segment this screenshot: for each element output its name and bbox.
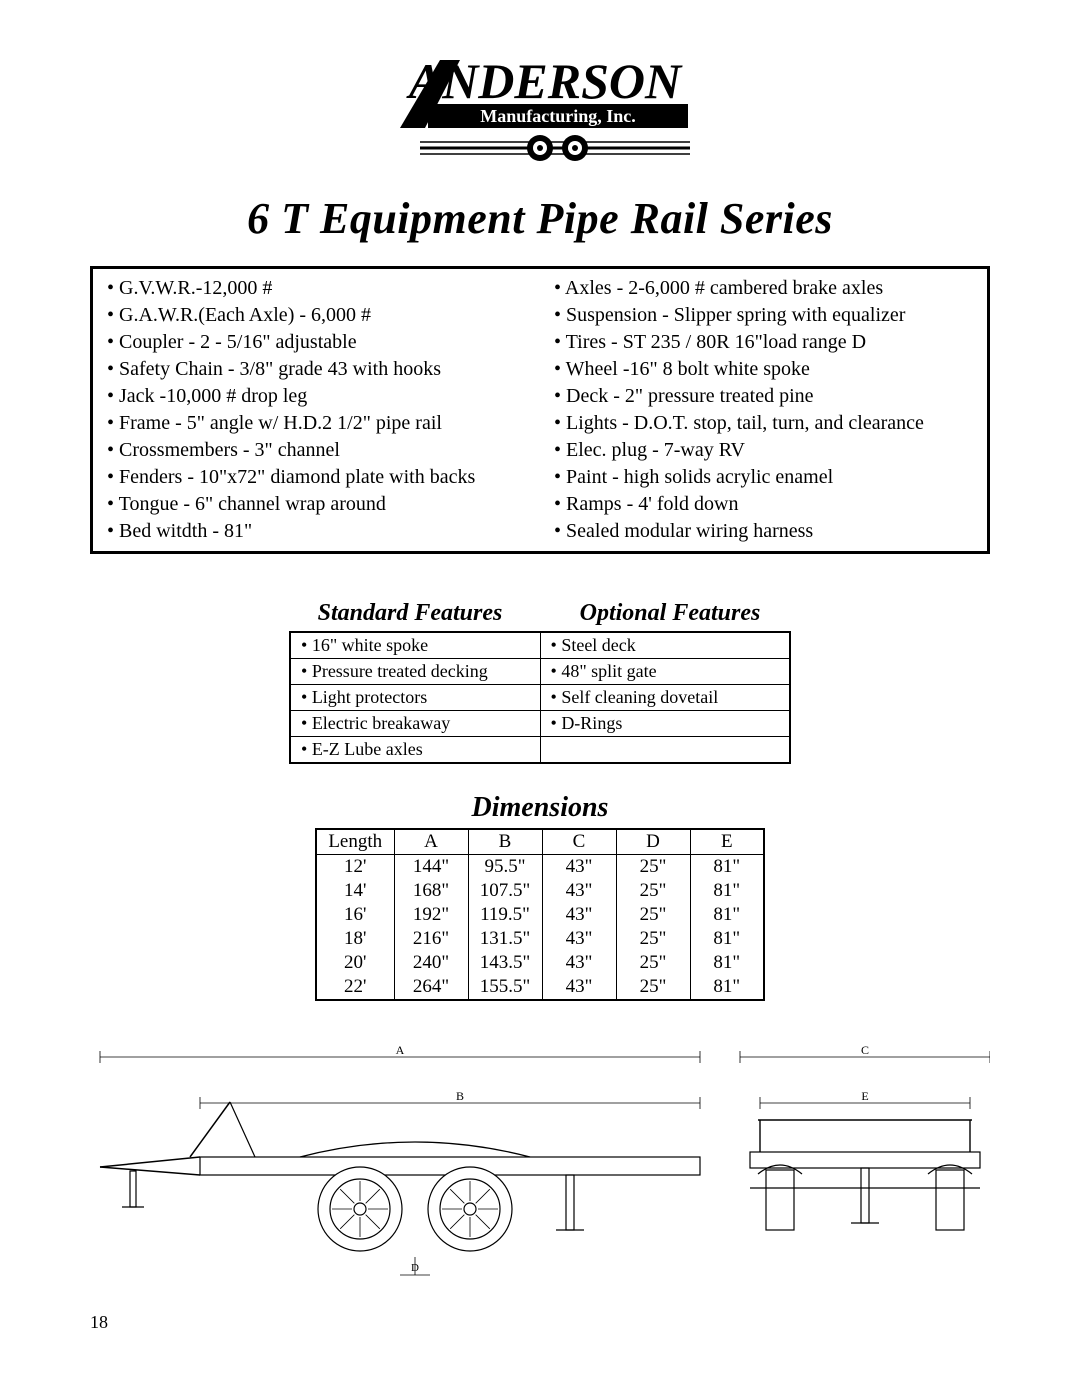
dim-cell: 240": [394, 951, 468, 975]
dim-cell: 155.5": [468, 975, 542, 1000]
features-section: Standard Features Optional Features 16" …: [90, 600, 990, 764]
dim-column-header: B: [468, 829, 542, 855]
dim-cell: 20': [316, 951, 394, 975]
specifications-box: G.V.W.R.-12,000 #G.A.W.R.(Each Axle) - 6…: [90, 266, 990, 554]
svg-text:C: C: [861, 1043, 869, 1057]
svg-text:D: D: [411, 1262, 419, 1274]
optional-feature-cell: Steel deck: [540, 632, 790, 659]
spec-item: Jack -10,000 # drop leg: [107, 383, 528, 410]
spec-item: G.A.W.R.(Each Axle) - 6,000 #: [107, 302, 528, 329]
spec-item: Coupler - 2 - 5/16" adjustable: [107, 329, 528, 356]
spec-item: Wheel -16" 8 bolt white spoke: [554, 356, 975, 383]
dim-cell: 81": [690, 903, 764, 927]
dim-cell: 131.5": [468, 927, 542, 951]
dim-cell: 25": [616, 879, 690, 903]
dim-column-header: D: [616, 829, 690, 855]
dim-cell: 95.5": [468, 855, 542, 880]
dim-cell: 25": [616, 975, 690, 1000]
dim-cell: 43": [542, 927, 616, 951]
specs-column-right: Axles - 2-6,000 # cambered brake axlesSu…: [540, 269, 987, 551]
spec-item: Tongue - 6" channel wrap around: [107, 491, 528, 518]
optional-feature-cell: [540, 737, 790, 764]
spec-item: Paint - high solids acrylic enamel: [554, 464, 975, 491]
svg-text:B: B: [456, 1089, 464, 1103]
dim-cell: 143.5": [468, 951, 542, 975]
dim-cell: 22': [316, 975, 394, 1000]
spec-item: Sealed modular wiring harness: [554, 518, 975, 545]
dim-cell: 81": [690, 927, 764, 951]
optional-feature-cell: 48" split gate: [540, 659, 790, 685]
dim-cell: 81": [690, 879, 764, 903]
dim-cell: 43": [542, 975, 616, 1000]
dim-column-header: A: [394, 829, 468, 855]
spec-item: Safety Chain - 3/8" grade 43 with hooks: [107, 356, 528, 383]
standard-feature-cell: Light protectors: [290, 685, 540, 711]
dim-cell: 192": [394, 903, 468, 927]
dim-cell: 107.5": [468, 879, 542, 903]
spec-item: Suspension - Slipper spring with equaliz…: [554, 302, 975, 329]
dim-cell: 43": [542, 903, 616, 927]
standard-feature-cell: 16" white spoke: [290, 632, 540, 659]
spec-item: Fenders - 10"x72" diamond plate with bac…: [107, 464, 528, 491]
optional-features-header: Optional Features: [555, 600, 785, 627]
spec-item: Deck - 2" pressure treated pine: [554, 383, 975, 410]
dim-cell: 12': [316, 855, 394, 880]
dim-cell: 25": [616, 855, 690, 880]
dim-cell: 216": [394, 927, 468, 951]
standard-feature-cell: E-Z Lube axles: [290, 737, 540, 764]
dim-cell: 14': [316, 879, 394, 903]
dim-cell: 81": [690, 855, 764, 880]
dim-cell: 25": [616, 951, 690, 975]
company-logo: ANDERSON Manufacturing, Inc.: [90, 50, 990, 175]
dimensions-table: LengthABCDE12'144"95.5"43"25"81"14'168"1…: [315, 828, 765, 1001]
spec-item: Bed witdth - 81": [107, 518, 528, 545]
spec-item: Axles - 2-6,000 # cambered brake axles: [554, 275, 975, 302]
dim-cell: 144": [394, 855, 468, 880]
standard-feature-cell: Pressure treated decking: [290, 659, 540, 685]
dim-cell: 81": [690, 951, 764, 975]
dim-column-header: C: [542, 829, 616, 855]
spec-item: Lights - D.O.T. stop, tail, turn, and cl…: [554, 410, 975, 437]
optional-feature-cell: Self cleaning dovetail: [540, 685, 790, 711]
dim-cell: 81": [690, 975, 764, 1000]
trailer-diagram: A B D C E: [90, 1037, 990, 1297]
dim-column-header: Length: [316, 829, 394, 855]
dim-column-header: E: [690, 829, 764, 855]
spec-item: Frame - 5" angle w/ H.D.2 1/2" pipe rail: [107, 410, 528, 437]
dim-cell: 25": [616, 903, 690, 927]
dim-cell: 168": [394, 879, 468, 903]
spec-item: Tires - ST 235 / 80R 16"load range D: [554, 329, 975, 356]
page-title: 6 T Equipment Pipe Rail Series: [90, 193, 990, 244]
svg-text:A: A: [396, 1043, 405, 1057]
spec-item: Crossmembers - 3" channel: [107, 437, 528, 464]
spec-item: Elec. plug - 7-way RV: [554, 437, 975, 464]
dim-cell: 18': [316, 927, 394, 951]
standard-feature-cell: Electric breakaway: [290, 711, 540, 737]
dim-cell: 43": [542, 951, 616, 975]
logo-company-sub: Manufacturing, Inc.: [480, 106, 636, 126]
dim-cell: 264": [394, 975, 468, 1000]
specs-column-left: G.V.W.R.-12,000 #G.A.W.R.(Each Axle) - 6…: [93, 269, 540, 551]
dim-cell: 43": [542, 855, 616, 880]
svg-text:E: E: [861, 1089, 868, 1103]
dimensions-header: Dimensions: [90, 792, 990, 824]
dim-cell: 16': [316, 903, 394, 927]
features-table: 16" white spokeSteel deckPressure treate…: [289, 631, 791, 764]
optional-feature-cell: D-Rings: [540, 711, 790, 737]
standard-features-header: Standard Features: [295, 600, 525, 627]
dim-cell: 43": [542, 879, 616, 903]
spec-item: G.V.W.R.-12,000 #: [107, 275, 528, 302]
dim-cell: 25": [616, 927, 690, 951]
spec-item: Ramps - 4' fold down: [554, 491, 975, 518]
dim-cell: 119.5": [468, 903, 542, 927]
page-number: 18: [90, 1312, 108, 1333]
